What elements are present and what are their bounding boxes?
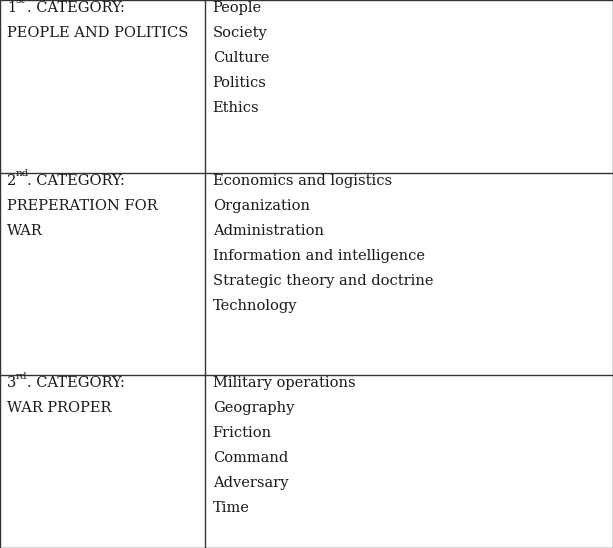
Text: WAR: WAR [7, 224, 43, 238]
Text: Culture: Culture [213, 51, 269, 65]
Text: Politics: Politics [213, 76, 267, 90]
Text: PREPERATION FOR: PREPERATION FOR [7, 199, 158, 213]
Text: rd: rd [15, 372, 27, 381]
Text: Strategic theory and doctrine: Strategic theory and doctrine [213, 273, 433, 288]
Text: Ethics: Ethics [213, 101, 259, 115]
Text: Information and intelligence: Information and intelligence [213, 249, 425, 262]
Text: Administration: Administration [213, 224, 324, 238]
Text: 2: 2 [7, 174, 17, 187]
Text: Economics and logistics: Economics and logistics [213, 174, 392, 187]
Text: nd: nd [15, 169, 29, 178]
Text: Technology: Technology [213, 299, 297, 313]
Text: Society: Society [213, 26, 267, 40]
Text: . CATEGORY:: . CATEGORY: [27, 1, 124, 15]
Text: Organization: Organization [213, 199, 310, 213]
Text: Time: Time [213, 501, 249, 516]
Text: 1: 1 [7, 1, 17, 15]
Text: WAR PROPER: WAR PROPER [7, 402, 112, 415]
Text: 3: 3 [7, 376, 17, 390]
Text: Friction: Friction [213, 426, 272, 441]
Text: Command: Command [213, 452, 288, 465]
Text: Military operations: Military operations [213, 376, 356, 390]
Text: People: People [213, 1, 262, 15]
Text: st: st [15, 0, 25, 5]
Text: Adversary: Adversary [213, 476, 288, 490]
Text: . CATEGORY:: . CATEGORY: [27, 376, 124, 390]
Text: . CATEGORY:: . CATEGORY: [27, 174, 124, 187]
Text: Geography: Geography [213, 402, 294, 415]
Text: PEOPLE AND POLITICS: PEOPLE AND POLITICS [7, 26, 189, 40]
